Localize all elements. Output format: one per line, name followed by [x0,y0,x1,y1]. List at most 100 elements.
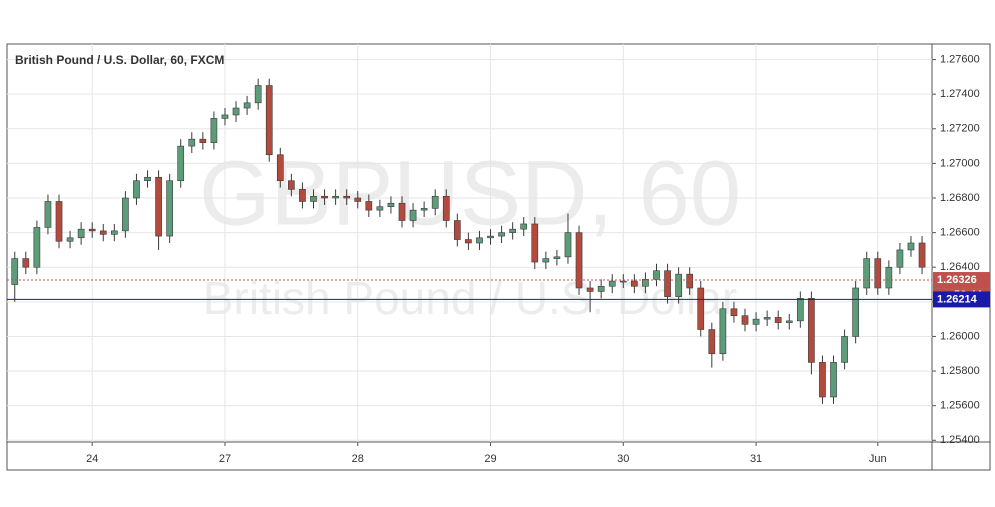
candle-body [254,85,262,104]
candle-body [830,362,837,398]
candle-body [852,287,859,337]
candle-body [631,280,638,287]
candle-body [88,228,96,232]
candle-body [586,287,594,292]
candle-body [332,195,339,199]
x-tick-label: 24 [86,453,98,465]
candle-body [741,315,749,325]
y-tick-label: 1.26600 [940,227,980,239]
candle-body [619,280,627,283]
price-label-box [933,291,990,308]
candle-body [398,202,406,221]
candle-body [265,85,273,156]
candle-body [431,195,439,209]
candle-body [907,242,915,251]
candle-body [155,176,162,237]
y-tick-label: 1.25400 [940,434,980,446]
y-tick-label: 1.27200 [940,123,980,135]
candle-body [33,227,41,268]
y-tick-label: 1.25600 [940,400,980,412]
candle-body [675,273,682,297]
price-label: 1.26214 [937,293,978,305]
candle-body [653,270,660,280]
candle-body [210,118,218,143]
candle-body [166,180,173,237]
candle-body [465,239,472,244]
candle-body [608,280,616,287]
candle-body [819,362,826,398]
candle-body [730,308,738,316]
x-tick-label: Jun [869,453,887,465]
chart-frame [6,43,991,471]
candle-body [122,197,129,232]
y-tick-label: 1.27000 [940,157,980,169]
y-tick-label: 1.25800 [940,365,980,377]
candle-body [55,201,63,242]
candle-body [498,232,505,237]
y-tick-label: 1.27600 [940,53,980,65]
candle-body [808,298,815,363]
candle-body [564,232,572,258]
candle-body [144,176,151,182]
candle-body [597,285,605,292]
candle-body [44,201,52,228]
price-label: 1.26326 [937,274,977,286]
candle-body [697,287,705,330]
candle-body [343,195,351,199]
candle-body [708,329,716,355]
candle-body [442,195,450,221]
candle-body [575,232,583,289]
candle-body [99,230,107,235]
candle-body [276,154,284,182]
candle-body [763,317,771,320]
x-tick-label: 30 [617,453,629,465]
candle-body [299,189,306,202]
candle-body [476,237,483,244]
y-tick-label: 1.27400 [940,88,980,100]
candle-body [885,266,893,289]
x-tick-label: 28 [352,453,364,465]
candle-body [188,138,196,147]
candle-body [77,228,85,239]
x-tick-label: 29 [484,453,496,465]
candle-body [420,208,428,211]
candle-body [110,230,118,235]
candle-body [321,195,328,199]
chart-title: British Pound / U.S. Dollar, 60, FXCM [15,53,224,67]
candle-body [365,201,373,211]
candle-body [177,145,185,182]
x-tick-label: 31 [750,453,762,465]
watermark-description: British Pound / U.S. Dollar [203,272,737,324]
candle-body [531,223,539,263]
candle-body [752,318,760,325]
candle-body [520,223,528,230]
candle-body [785,320,793,323]
candle-body [774,317,782,323]
candle-body [896,249,904,268]
x-tick-label: 27 [219,453,231,465]
candle-body [642,279,649,287]
candle-body [841,336,848,363]
candle-body [409,209,417,221]
candle-body [133,180,140,199]
candle-body [542,258,550,263]
candle-body [288,180,295,190]
candle-body [66,237,74,242]
candle-body [453,220,461,240]
candle-body [22,258,30,268]
candle-body [243,102,251,109]
y-tick-label: 1.26000 [940,330,980,342]
candle-body [310,195,317,202]
plot-area [11,78,926,404]
candle-body [354,197,362,202]
candle-body [387,202,395,207]
candle-body [664,270,671,297]
candle-body [199,138,207,143]
y-tick-label: 1.26400 [940,261,980,273]
candle-body [719,308,727,355]
candle-body [796,298,804,322]
candle-body [863,258,871,289]
candle-body [11,258,19,285]
